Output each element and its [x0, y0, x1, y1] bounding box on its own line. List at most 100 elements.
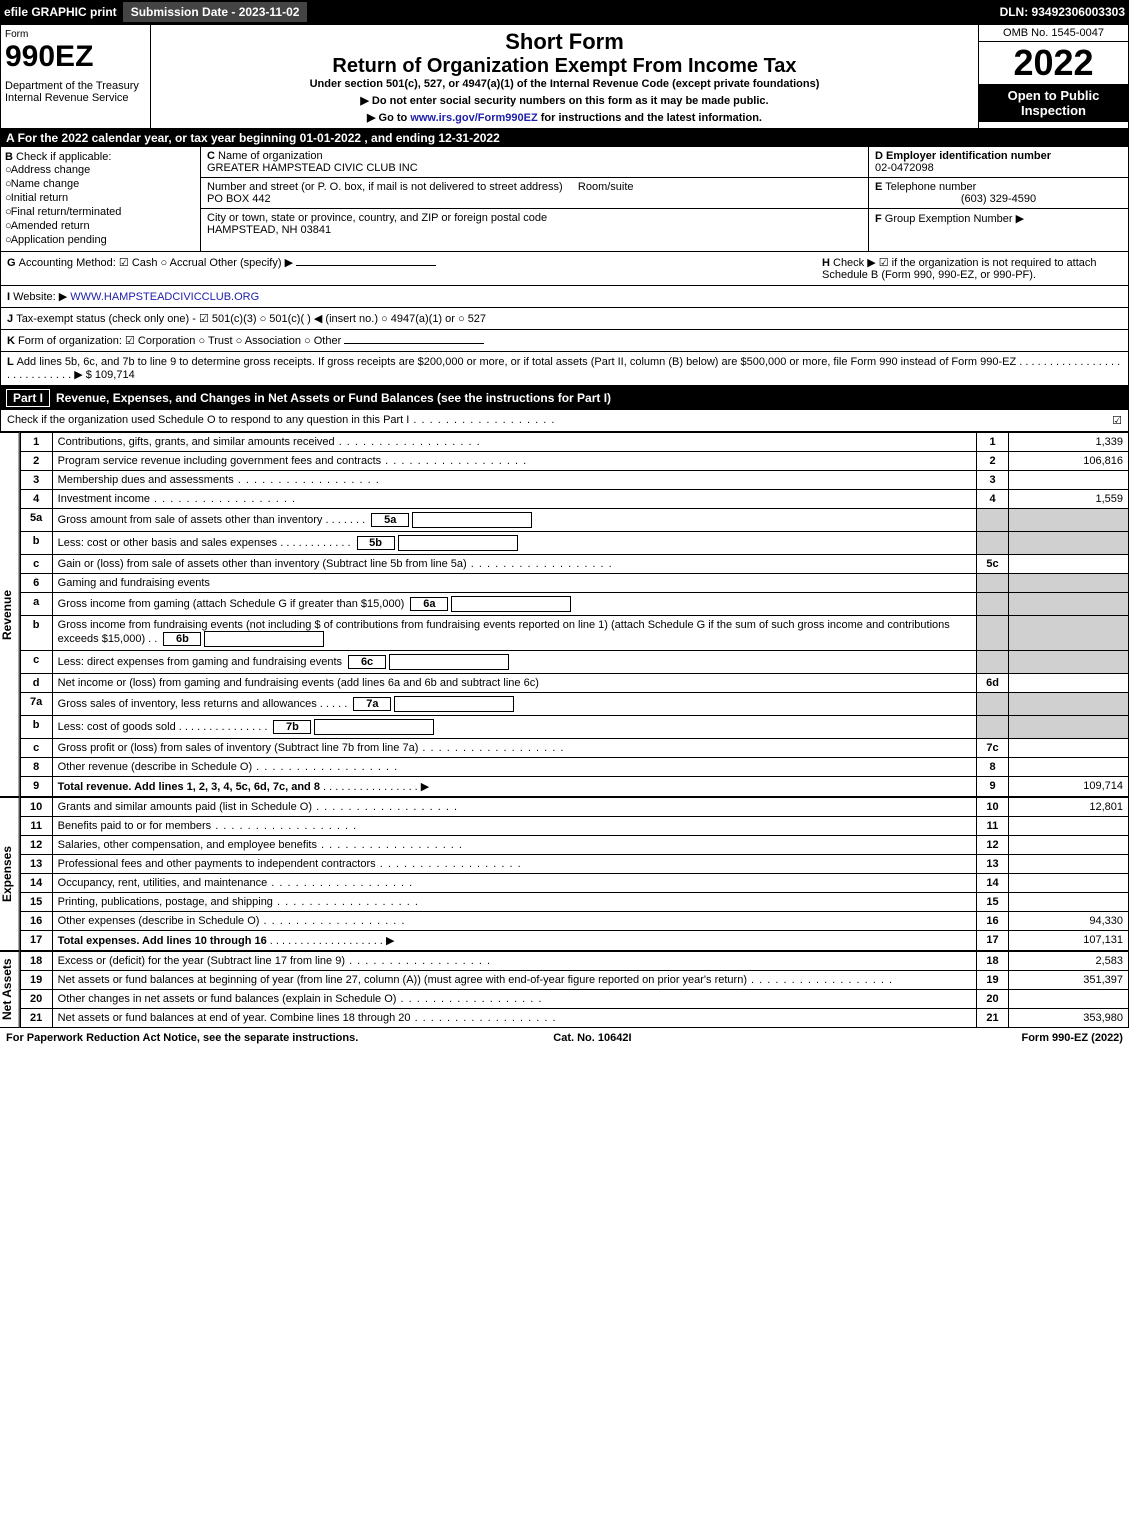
ln-19-amt: 351,397 [1009, 971, 1129, 990]
ln-6a-rn [977, 593, 1009, 616]
ln-16-rn: 16 [977, 912, 1009, 931]
ln-8-amt [1009, 758, 1129, 777]
chk-address-change[interactable]: Address change [5, 163, 196, 177]
ln-14-no: 14 [20, 874, 52, 893]
website-link[interactable]: WWW.HAMPSTEADCIVICCLUB.ORG [70, 291, 259, 303]
c-room-label: Room/suite [578, 181, 634, 193]
form-word: Form [5, 29, 146, 40]
ein-value: 02-0472098 [875, 162, 934, 174]
page-footer: For Paperwork Reduction Act Notice, see … [0, 1028, 1129, 1048]
ln-21-amt: 353,980 [1009, 1009, 1129, 1028]
part-1-check-text: Check if the organization used Schedule … [7, 414, 1112, 427]
tax-year: 2022 [979, 42, 1128, 84]
ln-20-rn: 20 [977, 990, 1009, 1009]
ln-10-rn: 10 [977, 798, 1009, 817]
ln-7c-desc: Gross profit or (loss) from sales of inv… [52, 739, 976, 758]
section-c: C Name of organizationGREATER HAMPSTEAD … [201, 147, 868, 251]
ln-11-no: 11 [20, 817, 52, 836]
section-j: J Tax-exempt status (check only one) - ☑… [0, 308, 1129, 330]
ln-21-no: 21 [20, 1009, 52, 1028]
ln-2-no: 2 [20, 452, 52, 471]
title-return: Return of Organization Exempt From Incom… [155, 55, 974, 78]
ln-5c-amt [1009, 555, 1129, 574]
ln-18-rn: 18 [977, 952, 1009, 971]
expenses-table: 10Grants and similar amounts paid (list … [20, 797, 1129, 951]
ln-1-amt: 1,339 [1009, 433, 1129, 452]
form-of-org: Form of organization: ☑ Corporation ○ Tr… [18, 335, 341, 347]
chk-application-pending[interactable]: Application pending [5, 233, 196, 247]
website-label: Website: ▶ [13, 291, 67, 303]
ln-6-no: 6 [20, 574, 52, 593]
ln-20-no: 20 [20, 990, 52, 1009]
efile-label[interactable]: efile GRAPHIC print [4, 5, 117, 19]
ln-9-rn: 9 [977, 777, 1009, 797]
ln-21-desc: Net assets or fund balances at end of ye… [52, 1009, 976, 1028]
chk-initial-return[interactable]: Initial return [5, 191, 196, 205]
ln-9-amt: 109,714 [1009, 777, 1129, 797]
ln-15-rn: 15 [977, 893, 1009, 912]
note-link: ▶ Go to www.irs.gov/Form990EZ for instru… [155, 111, 974, 124]
ln-5a-desc: Gross amount from sale of assets other t… [52, 509, 976, 532]
ln-7b-rn [977, 716, 1009, 739]
ln-17-rn: 17 [977, 931, 1009, 951]
revenue-vlabel: Revenue [0, 432, 20, 797]
ln-7a-desc: Gross sales of inventory, less returns a… [52, 693, 976, 716]
org-city: HAMPSTEAD, NH 03841 [207, 224, 331, 236]
section-g-h: G Accounting Method: ☑ Cash ○ Accrual Ot… [0, 252, 1129, 286]
title-short-form: Short Form [155, 29, 974, 55]
section-d-e-f: D Employer identification number02-04720… [868, 147, 1128, 251]
ln-19-desc: Net assets or fund balances at beginning… [52, 971, 976, 990]
ln-5a-amt [1009, 509, 1129, 532]
ln-6-rn [977, 574, 1009, 593]
ln-4-no: 4 [20, 490, 52, 509]
ln-16-desc: Other expenses (describe in Schedule O) [52, 912, 976, 931]
section-a-text: For the 2022 calendar year, or tax year … [18, 131, 500, 145]
header-left: Form 990EZ Department of the Treasury In… [1, 25, 151, 128]
ln-11-desc: Benefits paid to or for members [52, 817, 976, 836]
subtitle: Under section 501(c), 527, or 4947(a)(1)… [155, 78, 974, 90]
ln-7a-rn [977, 693, 1009, 716]
ln-6c-amt [1009, 651, 1129, 674]
ln-8-rn: 8 [977, 758, 1009, 777]
section-b-to-f: B Check if applicable: Address change Na… [0, 147, 1129, 252]
chk-final-return[interactable]: Final return/terminated [5, 205, 196, 219]
ln-9-desc: Total revenue. Add lines 1, 2, 3, 4, 5c,… [52, 777, 976, 797]
ln-4-amt: 1,559 [1009, 490, 1129, 509]
note-ssn: ▶ Do not enter social security numbers o… [155, 94, 974, 107]
irs-link[interactable]: www.irs.gov/Form990EZ [410, 112, 537, 124]
form-number: 990EZ [5, 40, 146, 74]
ln-6b-no: b [20, 616, 52, 651]
expenses-section: Expenses 10Grants and similar amounts pa… [0, 797, 1129, 951]
netassets-vlabel: Net Assets [0, 951, 20, 1028]
part-1-checkbox[interactable]: ☑ [1112, 414, 1122, 427]
ln-20-amt [1009, 990, 1129, 1009]
ln-13-amt [1009, 855, 1129, 874]
chk-name-change[interactable]: Name change [5, 177, 196, 191]
org-address: PO BOX 442 [207, 193, 271, 205]
ln-14-rn: 14 [977, 874, 1009, 893]
ln-18-amt: 2,583 [1009, 952, 1129, 971]
ln-20-desc: Other changes in net assets or fund bala… [52, 990, 976, 1009]
ln-4-rn: 4 [977, 490, 1009, 509]
ln-6b-rn [977, 616, 1009, 651]
netassets-table: 18Excess or (deficit) for the year (Subt… [20, 951, 1129, 1028]
ln-10-desc: Grants and similar amounts paid (list in… [52, 798, 976, 817]
ln-6a-no: a [20, 593, 52, 616]
ln-6c-rn [977, 651, 1009, 674]
ln-15-no: 15 [20, 893, 52, 912]
ln-16-amt: 94,330 [1009, 912, 1129, 931]
chk-amended-return[interactable]: Amended return [5, 219, 196, 233]
ln-11-rn: 11 [977, 817, 1009, 836]
section-i: I Website: ▶ WWW.HAMPSTEADCIVICCLUB.ORG [0, 286, 1129, 308]
ln-6b-amt [1009, 616, 1129, 651]
ln-2-desc: Program service revenue including govern… [52, 452, 976, 471]
ln-6d-no: d [20, 674, 52, 693]
ln-6-amt [1009, 574, 1129, 593]
ln-5b-rn [977, 532, 1009, 555]
netassets-section: Net Assets 18Excess or (deficit) for the… [0, 951, 1129, 1028]
dept-label: Department of the Treasury Internal Reve… [5, 80, 146, 104]
ln-15-desc: Printing, publications, postage, and shi… [52, 893, 976, 912]
ln-5a-no: 5a [20, 509, 52, 532]
ln-6c-no: c [20, 651, 52, 674]
ln-4-desc: Investment income [52, 490, 976, 509]
